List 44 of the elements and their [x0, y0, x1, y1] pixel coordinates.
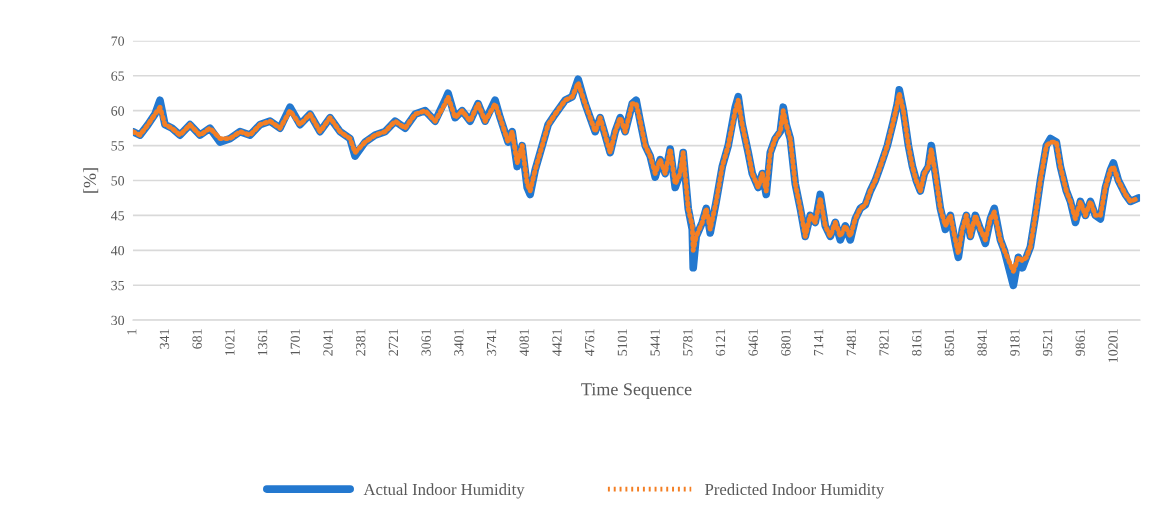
x-tick-label: 9521 [1042, 329, 1053, 356]
x-tick-label: 1361 [257, 329, 268, 356]
y-tick-label: 35 [111, 280, 125, 291]
y-tick-label: 70 [111, 36, 125, 46]
x-tick-label: 1 [127, 329, 137, 335]
x-tick-label: 6461 [748, 329, 758, 356]
x-tick-label: 681 [192, 329, 202, 349]
x-tick-label: 8841 [977, 329, 987, 356]
x-tick-label: 7821 [879, 329, 889, 356]
x-tick-label: 9181 [1010, 329, 1020, 356]
x-tick-label: 2721 [388, 329, 398, 356]
y-tick-label: 50 [111, 176, 125, 186]
x-tick-label: 5781 [683, 329, 693, 356]
legend-label: Actual Indoor Humidity [363, 483, 525, 499]
x-tick-label: 4421 [552, 329, 562, 356]
x-tick-label: 9861 [1075, 329, 1085, 356]
x-tick-label: 6121 [715, 329, 726, 356]
x-tick-label: 1701 [290, 329, 300, 356]
x-tick-label: 2381 [356, 329, 366, 356]
x-tick-label: 7481 [846, 329, 856, 356]
x-tick-label: 5441 [650, 329, 660, 356]
x-tick-label: 341 [159, 329, 170, 349]
x-tick-label: 8501 [944, 329, 955, 356]
x-tick-label: 3741 [486, 329, 497, 356]
x-tick-label: 8161 [912, 329, 922, 356]
x-tick-label: 4081 [519, 329, 529, 356]
x-tick-label: 1021 [225, 329, 235, 356]
y-tick-label: 45 [110, 211, 125, 221]
legend-label: Predicted Indoor Humidity [705, 483, 885, 499]
x-tick-label: 6801 [781, 329, 791, 356]
x-tick-label: 10201 [1108, 329, 1118, 362]
x-tick-label: 3401 [454, 329, 464, 356]
x-tick-label: 3061 [421, 329, 431, 356]
y-axis-title: [%] [83, 168, 99, 193]
x-tick-label: 2041 [323, 329, 333, 356]
x-axis-title: Time Sequence [581, 383, 692, 400]
y-tick-label: 65 [111, 71, 125, 81]
y-tick-label: 40 [110, 245, 125, 256]
y-tick-label: 60 [111, 106, 125, 116]
x-tick-label: 7141 [813, 329, 824, 356]
x-tick-label: 4761 [585, 329, 595, 356]
y-tick-label: 30 [111, 315, 125, 326]
y-tick-label: 55 [111, 141, 125, 151]
x-tick-label: 5101 [617, 329, 628, 356]
